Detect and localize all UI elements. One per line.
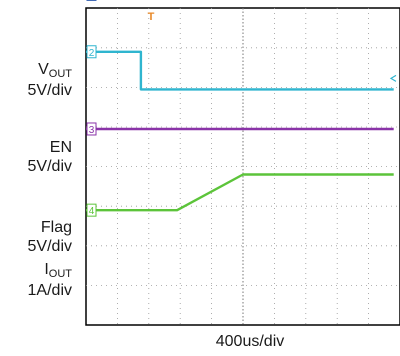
channel-marker-text: 1 <box>89 0 95 1</box>
iout-label: IOUT 1A/div <box>0 260 72 300</box>
channel-marker-3: 3 <box>86 122 97 136</box>
flag-label-main: Flag <box>40 219 72 236</box>
trace-iout <box>86 173 394 212</box>
en-label: EN 5V/div <box>0 138 72 176</box>
iout-scale: 1A/div <box>27 282 72 299</box>
plot-grid <box>86 8 400 325</box>
trace-group <box>86 50 394 212</box>
flag-label: Flag 5V/div <box>0 218 72 256</box>
en-scale: 5V/div <box>27 158 72 175</box>
channel-marker-4: 4 <box>86 203 97 217</box>
vout-label-main: V <box>38 61 49 78</box>
en-offscreen-arrow <box>389 74 397 82</box>
channel-marker-text: 2 <box>89 48 95 59</box>
channel-marker-1: 1 <box>86 0 97 1</box>
flag-scale: 5V/div <box>27 238 72 255</box>
vout-scale: 5V/div <box>27 82 72 99</box>
trigger-marker: T <box>148 11 155 23</box>
vout-label: VOUT 5V/div <box>0 60 72 100</box>
iout-label-sub: OUT <box>48 268 72 280</box>
trace-en <box>86 50 394 91</box>
channel-marker-text: 3 <box>89 125 95 136</box>
channel-marker-group: 1 2 3 4 <box>86 0 397 217</box>
time-scale-label: 400us/div <box>215 333 285 350</box>
vout-label-sub: OUT <box>48 68 72 80</box>
iout-label-main: I <box>44 261 49 278</box>
en-label-main: EN <box>49 139 72 156</box>
channel-marker-2: 2 <box>86 45 97 59</box>
channel-marker-text: 4 <box>89 206 95 217</box>
